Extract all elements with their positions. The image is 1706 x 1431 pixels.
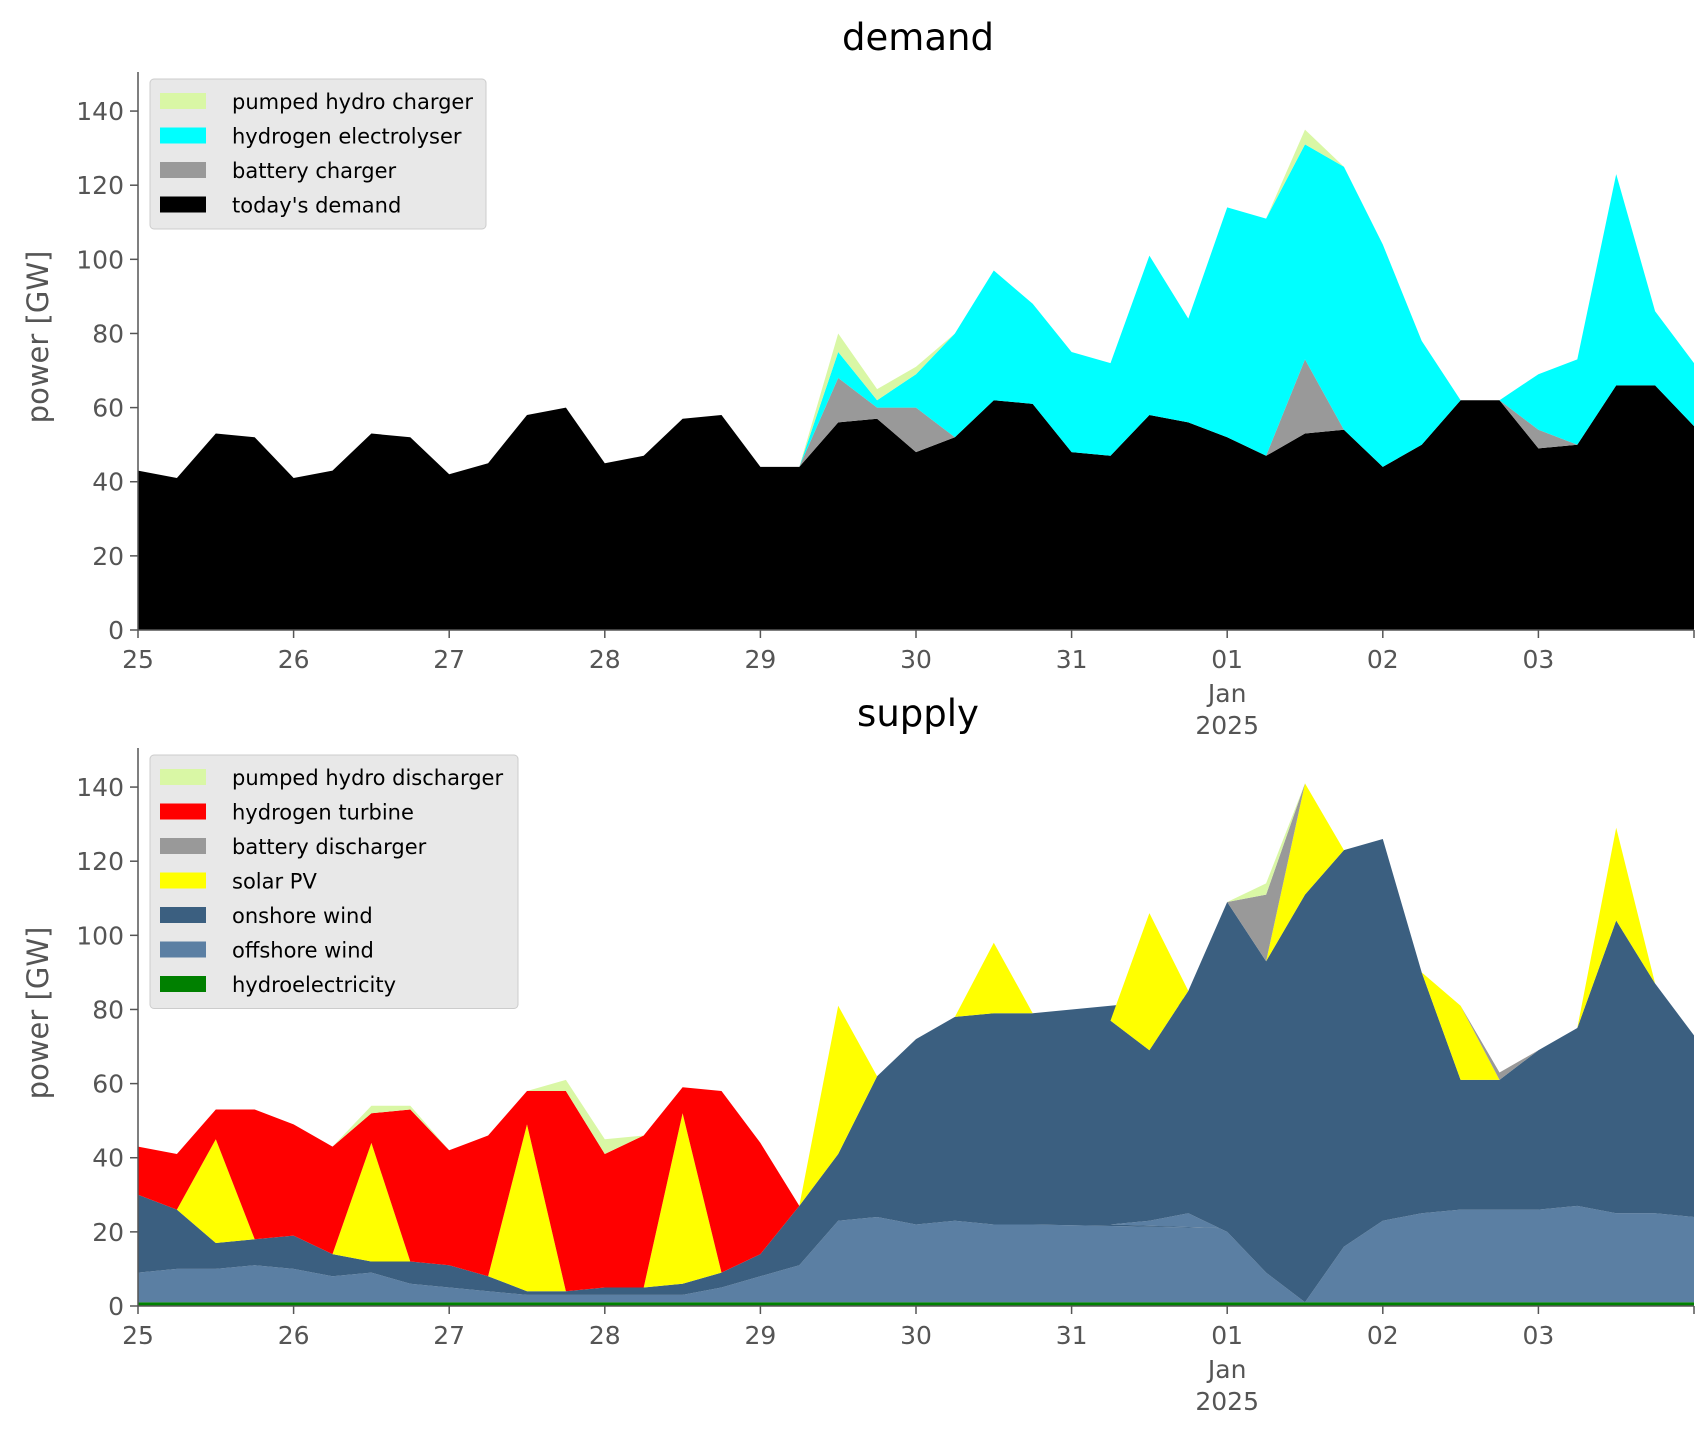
legend-label: hydrogen electrolyser <box>232 125 462 149</box>
y-tick-label: 0 <box>108 1292 124 1321</box>
x-tick-label: 29 <box>744 645 776 674</box>
y-tick-label: 60 <box>92 394 124 423</box>
y-tick-label: 20 <box>92 542 124 571</box>
x-tick-label: 30 <box>900 1321 932 1350</box>
legend-box <box>149 754 519 1009</box>
area-hydroelectricity <box>138 1302 1694 1306</box>
x-tick-label: 02 <box>1367 645 1399 674</box>
legend-box <box>149 78 487 230</box>
legend-label: pumped hydro discharger <box>232 766 503 790</box>
y-tick-label: 120 <box>76 171 124 200</box>
x-tick-label: 03 <box>1522 645 1554 674</box>
legend-label: battery charger <box>232 159 397 183</box>
y-tick-label: 40 <box>92 468 124 497</box>
area-onshore-wind <box>138 839 1694 1303</box>
legend-label: onshore wind <box>232 904 373 928</box>
legend: pumped hydro charger hydrogen electrolyse… <box>149 78 487 230</box>
legend-swatch-battery-discharger <box>160 838 206 854</box>
area-hydrogen-electrolyser <box>138 144 1694 478</box>
x-tick-label: 02 <box>1367 1321 1399 1350</box>
legend-swatch-offshore-wind <box>160 941 206 958</box>
x-tick-label: 31 <box>1056 1321 1088 1350</box>
legend-label: hydroelectricity <box>232 973 396 997</box>
x-tick-sublabel: 2025 <box>1195 711 1259 740</box>
x-tick-label: 26 <box>278 645 310 674</box>
x-tick-label: 31 <box>1056 645 1088 674</box>
y-tick-label: 60 <box>92 1070 124 1099</box>
x-tick-label: 28 <box>589 645 621 674</box>
chart-title: demand <box>842 16 994 59</box>
legend-label: pumped hydro charger <box>232 90 473 114</box>
y-tick-label: 140 <box>76 773 124 802</box>
chart-title: supply <box>857 692 979 735</box>
y-tick-label: 120 <box>76 847 124 876</box>
x-tick-label: 30 <box>900 645 932 674</box>
legend-label: offshore wind <box>232 939 374 963</box>
area-today-s-demand <box>138 385 1694 630</box>
x-tick-label: 01 <box>1211 1321 1243 1350</box>
x-tick-sublabel: Jan <box>1206 679 1247 708</box>
x-tick-sublabel: Jan <box>1206 1355 1247 1384</box>
legend-swatch-hydrogen-turbine <box>160 803 206 820</box>
legend-swatch-battery-charger <box>160 162 206 178</box>
x-tick-label: 27 <box>433 1321 465 1350</box>
area-layers <box>138 783 1694 1306</box>
x-tick-label: 25 <box>122 645 154 674</box>
area-layers <box>138 129 1694 630</box>
area-offshore-wind <box>138 1205 1694 1303</box>
legend-label: battery discharger <box>232 835 427 859</box>
x-tick-label: 26 <box>278 1321 310 1350</box>
legend-swatch-hydrogen-electrolyser <box>160 127 206 144</box>
x-tick-label: 25 <box>122 1321 154 1350</box>
y-tick-label: 140 <box>76 97 124 126</box>
area-battery-charger <box>138 359 1694 478</box>
legend-swatch-pumped-hydro-discharger <box>160 769 206 785</box>
legend-label: today's demand <box>232 194 401 218</box>
x-tick-sublabel: 2025 <box>1195 1387 1259 1416</box>
legend-label: hydrogen turbine <box>232 801 414 825</box>
y-tick-label: 100 <box>76 921 124 950</box>
x-tick-label: 01 <box>1211 645 1243 674</box>
y-axis-label: power [GW] <box>21 927 55 1100</box>
y-tick-label: 40 <box>92 1144 124 1173</box>
y-tick-label: 0 <box>108 616 124 645</box>
x-tick-label: 28 <box>589 1321 621 1350</box>
x-tick-label: 29 <box>744 1321 776 1350</box>
legend-swatch-pumped-hydro-charger <box>160 93 206 109</box>
y-tick-label: 80 <box>92 319 124 348</box>
legend-label: solar PV <box>232 870 317 894</box>
y-tick-label: 80 <box>92 995 124 1024</box>
area-solar-pv <box>138 783 1694 1292</box>
legend-swatch-hydroelectricity <box>160 976 206 992</box>
x-tick-label: 27 <box>433 645 465 674</box>
y-tick-label: 20 <box>92 1218 124 1247</box>
x-tick-label: 03 <box>1522 1321 1554 1350</box>
legend-swatch-today-s-demand <box>160 196 206 213</box>
legend-swatch-onshore-wind <box>160 907 206 923</box>
legend-swatch-solar-pv <box>160 872 206 889</box>
y-tick-label: 100 <box>76 245 124 274</box>
legend: pumped hydro discharger hydrogen turbine b… <box>149 754 519 1009</box>
y-axis-label: power [GW] <box>21 251 55 424</box>
